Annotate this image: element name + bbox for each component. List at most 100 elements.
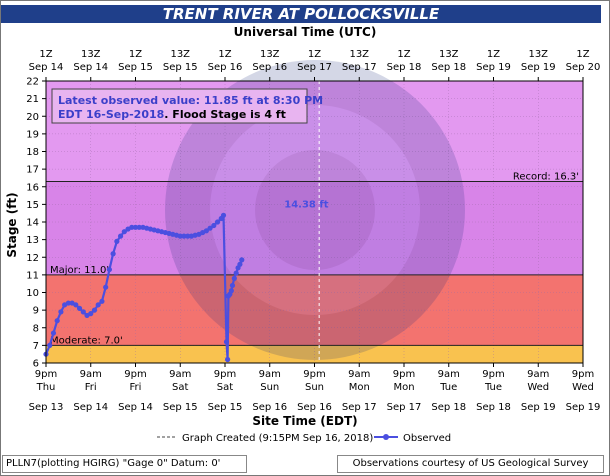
y-tick-label: 14: [26, 218, 39, 229]
observed-point: [225, 356, 231, 363]
top-tick-label-date: Sep 17: [342, 62, 377, 73]
observed-point: [110, 251, 116, 257]
observed-point: [203, 228, 209, 234]
bottom-tick-label-time: 9am: [438, 369, 460, 380]
top-tick-label-date: Sep 16: [252, 62, 287, 73]
plot-border: [45, 80, 584, 364]
bottom-tick-label-date: Sep 18: [431, 402, 466, 413]
y-tick-label: 8: [33, 323, 39, 334]
bottom-tick-label-date: Sep 19: [521, 402, 556, 413]
top-axis-title: Universal Time (UTC): [234, 25, 377, 39]
observed-point: [211, 222, 217, 229]
info-flood-stage: EDT 16-Sep-2018. Flood Stage is 4 ft: [58, 108, 286, 121]
top-tick-label-date: Sep 14: [73, 62, 108, 73]
bottom-tick-label-time: 9pm: [393, 369, 415, 380]
top-tick-label-time: 13Z: [528, 49, 548, 60]
bottom-axis-title: Site Time (EDT): [252, 414, 357, 428]
bottom-tick-label-date: Sep 15: [163, 402, 198, 413]
y-tick-label: 16: [26, 182, 39, 193]
bottom-tick-label-day: Sat: [172, 382, 188, 393]
bottom-tick-label-date: Sep 15: [208, 402, 243, 413]
bottom-tick-label-time: 9pm: [572, 369, 594, 380]
bottom-tick-label-day: Sun: [305, 382, 324, 393]
observed-point: [233, 270, 239, 276]
top-tick-label-date: Sep 19: [476, 62, 511, 73]
observed-point: [231, 275, 237, 281]
observed-point: [91, 307, 98, 313]
observed-point: [239, 257, 245, 263]
y-axis-ticks: 6 7 8 9 10 11 12 13 14 15 16 17 18 19 20 21 22: [26, 77, 46, 370]
bottom-tick-label-date: Sep 17: [342, 402, 377, 413]
bottom-tick-label-time: 9am: [169, 369, 191, 380]
y-tick-label: 7: [33, 341, 39, 352]
observed-point: [65, 300, 71, 306]
top-tick-label-time: 1Z: [576, 49, 589, 60]
top-tick-label-time: 1Z: [218, 49, 231, 60]
top-tick-label-date: Sep 14: [29, 62, 64, 73]
bottom-tick-label-time: 9am: [80, 369, 102, 380]
observed-point: [95, 302, 101, 308]
bottom-tick-label-time: 9pm: [482, 369, 504, 380]
bottom-tick-label-day: Sun: [260, 382, 279, 393]
y-tick-label: 18: [26, 147, 39, 158]
y-tick-label: 22: [26, 77, 39, 88]
y-tick-label: 12: [26, 253, 39, 264]
y-tick-label: 11: [26, 270, 39, 281]
bottom-tick-label-day: Fri: [85, 382, 97, 393]
chart-title: TRENT RIVER AT POLLOCKSVILLE: [1, 5, 601, 23]
bottom-tick-label-time: 9pm: [214, 369, 236, 380]
top-tick-label-date: Sep 15: [163, 62, 198, 73]
category-label-record: Record: 16.3': [513, 171, 579, 182]
top-tick-label-date: Sep 20: [566, 62, 601, 73]
top-tick-label-time: 1Z: [308, 49, 321, 60]
top-tick-label-time: 13Z: [170, 49, 190, 60]
bottom-tick-label-date: Sep 14: [73, 402, 108, 413]
bottom-tick-label-time: 9pm: [124, 369, 146, 380]
noaa-watermark: [165, 60, 465, 360]
bottom-tick-label-date: Sep 19: [566, 402, 601, 413]
legend-observed-marker: [383, 434, 389, 440]
top-tick-label-time: 13Z: [81, 49, 101, 60]
top-tick-label-time: 1Z: [487, 49, 500, 60]
observed-point: [121, 229, 127, 235]
observed-point: [99, 298, 105, 304]
observed-point: [220, 212, 227, 218]
top-tick-label-date: Sep 15: [118, 62, 153, 73]
bottom-tick-label-date: Sep 17: [387, 402, 422, 413]
bottom-tick-label-day: Tue: [484, 382, 502, 393]
observed-point: [88, 311, 94, 317]
footer-credit: Observations courtesy of US Geological S…: [337, 455, 604, 473]
bottom-tick-label-day: Mon: [393, 382, 414, 393]
bottom-tick-label-time: 9am: [259, 369, 281, 380]
info-box: Latest observed value: 11.85 ft at 8:30 …: [51, 88, 323, 124]
info-latest-value: Latest observed value: 11.85 ft at 8:30 …: [58, 94, 323, 107]
observed-point: [228, 288, 234, 294]
bottom-axis-ticks: 9pm Thu Sep 13 9am Fri Sep 14 9pm Fri Sep 14 9am S…: [29, 363, 601, 413]
observed-point: [50, 330, 57, 336]
observed-series: 14.38 ft: [43, 199, 329, 363]
observed-point: [185, 233, 191, 239]
bottom-tick-label-day: Thu: [36, 382, 56, 393]
top-tick-label-time: 1Z: [129, 49, 142, 60]
peak-annotation: 14.38 ft: [284, 199, 328, 210]
observed-point: [214, 219, 221, 225]
top-tick-label-time: 13Z: [349, 49, 369, 60]
bottom-tick-label-time: 9am: [527, 369, 549, 380]
observed-point: [181, 233, 187, 239]
observed-point: [207, 225, 213, 231]
observed-point: [47, 342, 53, 348]
observed-point: [136, 224, 142, 230]
y-tick-label: 17: [26, 165, 39, 176]
bottom-tick-label-date: Sep 16: [297, 402, 332, 413]
legend-graph-created: Graph Created (9:15PM Sep 16, 2018): [182, 433, 373, 444]
top-tick-label-date: Sep 17: [297, 62, 332, 73]
bottom-tick-label-day: Tue: [439, 382, 457, 393]
top-tick-label-date: Sep 18: [387, 62, 422, 73]
observed-point: [76, 305, 83, 311]
y-tick-label: 19: [26, 129, 39, 140]
legend-observed-label: Observed: [403, 433, 451, 444]
bottom-tick-label-date: Sep 18: [476, 402, 511, 413]
top-tick-label-time: 1Z: [397, 49, 410, 60]
bottom-tick-label-date: Sep 13: [29, 402, 64, 413]
